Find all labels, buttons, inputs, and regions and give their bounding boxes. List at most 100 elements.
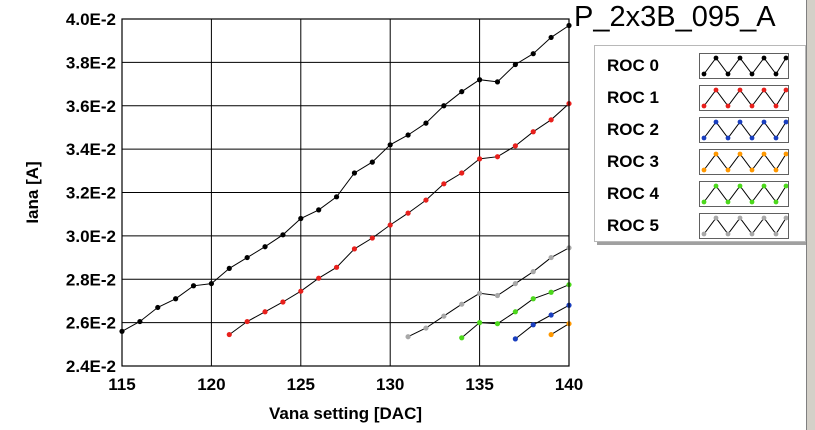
series-line-roc-5: [407, 247, 570, 338]
legend-swatch: [699, 149, 789, 175]
y-axis-label: Iana [A]: [23, 161, 42, 223]
series-line-roc-3: [550, 323, 570, 336]
data-point-roc-0: [494, 79, 501, 85]
y-tick-label: 2.4E-2: [66, 357, 116, 376]
data-point-roc-0: [441, 103, 447, 109]
data-point-roc-1: [387, 222, 393, 228]
series-line-roc-1: [229, 103, 570, 336]
legend-label: ROC 4: [607, 184, 659, 203]
legend-item-roc-3: ROC 3: [595, 145, 805, 177]
legend-item-roc-0: ROC 0: [595, 49, 805, 81]
data-point-roc-0: [280, 232, 286, 238]
data-point-roc-1: [494, 154, 501, 160]
legend-marker-line: [701, 55, 788, 77]
data-point-roc-1: [477, 156, 483, 162]
y-tick-label: 4.0E-2: [66, 10, 116, 29]
series-line-roc-2: [515, 304, 570, 340]
data-point-roc-2: [512, 336, 518, 342]
data-point-roc-1: [423, 197, 429, 203]
data-point-roc-0: [333, 194, 340, 200]
data-point-roc-4: [530, 296, 536, 302]
plot-frame: [121, 18, 570, 367]
legend-label: ROC 1: [607, 88, 659, 107]
data-point-roc-1: [351, 246, 358, 252]
data-point-roc-5: [548, 254, 554, 261]
data-point-roc-1: [530, 129, 536, 135]
data-point-roc-5: [477, 290, 483, 296]
data-point-roc-0: [459, 89, 465, 95]
data-point-roc-0: [530, 51, 536, 57]
data-point-roc-0: [298, 215, 304, 222]
legend-item-roc-4: ROC 4: [595, 177, 805, 209]
x-axis-label: Vana setting [DAC]: [269, 404, 422, 423]
data-point-roc-2: [530, 322, 536, 328]
data-point-roc-0: [137, 318, 143, 325]
data-point-roc-0: [316, 207, 322, 213]
chart-ticks: 115 120 125 130 135 140 2.4E-2 2.6E-2 2.8E-2 3.0E…: [66, 10, 583, 394]
x-tick-label: 115: [108, 375, 135, 394]
legend-marker-line: [701, 119, 788, 141]
x-tick-label: 140: [555, 375, 583, 394]
window-edge: [806, 0, 815, 430]
data-point-roc-1: [441, 181, 447, 187]
legend-swatch: [699, 181, 789, 207]
data-point-roc-0: [477, 77, 483, 83]
data-point-roc-1: [226, 331, 232, 338]
chart-title: P_2x3B_095_A: [574, 1, 776, 33]
legend-label: ROC 0: [607, 56, 659, 75]
legend-marker-line: [701, 151, 788, 173]
x-tick-label: 130: [376, 375, 404, 394]
data-point-roc-0: [512, 61, 518, 68]
data-point-roc-0: [387, 142, 393, 148]
x-tick-label: 125: [287, 375, 315, 394]
data-point-roc-1: [333, 264, 340, 270]
data-point-roc-4: [548, 289, 554, 295]
data-point-roc-4: [512, 309, 518, 315]
data-point-roc-1: [280, 299, 286, 305]
data-point-roc-2: [548, 312, 554, 318]
data-point-roc-4: [459, 335, 465, 341]
data-point-roc-5: [441, 313, 447, 319]
data-point-roc-5: [494, 292, 501, 299]
legend-item-roc-5: ROC 5: [595, 209, 805, 241]
legend-marker-line: [701, 87, 788, 109]
data-point-roc-1: [548, 117, 554, 123]
data-point-roc-0: [405, 132, 411, 138]
data-point-roc-3: [548, 331, 554, 338]
legend-swatch: [699, 117, 789, 143]
legend-swatch: [699, 53, 789, 79]
y-tick-label: 3.4E-2: [66, 140, 116, 159]
legend: ROC 0 ROC 1 ROC 2 ROC 3 ROC 4 ROC 5: [594, 45, 806, 242]
data-point-roc-0: [262, 244, 268, 250]
data-point-roc-1: [244, 318, 250, 325]
legend-swatch: [699, 85, 789, 111]
data-point-roc-0: [190, 283, 197, 289]
data-point-roc-0: [208, 280, 214, 287]
data-point-roc-5: [423, 325, 429, 331]
x-tick-label: 135: [465, 375, 493, 394]
data-point-roc-0: [423, 120, 429, 126]
x-tick-label: 120: [197, 375, 225, 394]
y-tick-label: 2.8E-2: [66, 270, 116, 289]
data-point-roc-5: [530, 269, 536, 275]
data-point-roc-5: [405, 334, 411, 340]
data-point-roc-1: [405, 210, 411, 216]
data-point-roc-0: [351, 170, 358, 176]
data-point-roc-1: [298, 288, 304, 294]
legend-label: ROC 5: [607, 216, 659, 235]
chart-grid: [121, 18, 570, 367]
data-point-roc-0: [226, 265, 232, 272]
y-tick-label: 3.0E-2: [66, 227, 116, 246]
series-line-roc-0: [121, 25, 570, 332]
data-point-roc-1: [316, 275, 322, 281]
data-point-roc-0: [155, 304, 161, 311]
chart-data-points: [119, 22, 572, 342]
y-tick-label: 3.6E-2: [66, 97, 116, 116]
legend-label: ROC 3: [607, 152, 659, 171]
data-point-roc-0: [244, 254, 250, 261]
legend-label: ROC 2: [607, 120, 659, 139]
data-point-roc-5: [459, 301, 465, 307]
y-tick-label: 3.8E-2: [66, 53, 116, 72]
legend-marker-line: [701, 183, 788, 205]
